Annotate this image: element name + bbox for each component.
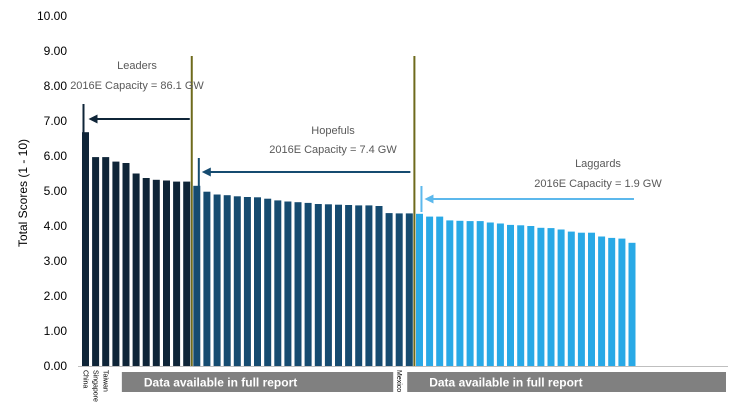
bar xyxy=(577,232,585,366)
category-label: Mexico xyxy=(395,370,402,392)
bar xyxy=(628,242,636,366)
y-tick-label: 0.00 xyxy=(44,359,68,373)
y-tick-label: 6.00 xyxy=(44,149,68,163)
data-banner-text: Data available in full report xyxy=(144,376,297,390)
category-label: Taiwan xyxy=(102,370,109,392)
bar xyxy=(112,161,120,366)
bar xyxy=(537,227,545,367)
bar xyxy=(284,201,292,366)
bar xyxy=(375,206,383,366)
bar xyxy=(142,178,150,366)
group-name-label: Hopefuls xyxy=(311,125,355,137)
bar xyxy=(517,225,525,366)
bar xyxy=(193,185,201,367)
bar xyxy=(598,236,606,366)
y-axis-title: Total Scores (1 - 10) xyxy=(16,139,30,247)
bar xyxy=(608,237,616,366)
bar xyxy=(507,224,514,366)
bars xyxy=(82,132,636,367)
data-banner xyxy=(121,372,394,392)
group-dividers xyxy=(190,56,416,366)
bar xyxy=(274,200,282,366)
bar xyxy=(618,238,626,366)
bar xyxy=(132,173,140,366)
bar xyxy=(314,204,322,366)
bar xyxy=(446,220,454,366)
bar xyxy=(436,216,444,366)
y-tick-label: 5.00 xyxy=(44,184,68,198)
arrow-head xyxy=(424,194,434,204)
bar xyxy=(82,132,89,366)
bar xyxy=(385,213,393,366)
bar xyxy=(335,204,342,366)
bar xyxy=(243,197,251,366)
bar xyxy=(557,229,565,366)
y-tick-label: 9.00 xyxy=(44,44,68,58)
y-tick-label: 7.00 xyxy=(44,114,68,128)
category-label: Singapore xyxy=(92,370,99,402)
y-tick-label: 1.00 xyxy=(44,324,68,338)
y-tick-label: 2.00 xyxy=(44,289,68,303)
group-name-label: Laggards xyxy=(575,158,621,170)
group-capacity-label: 2016E Capacity = 86.1 GW xyxy=(70,80,204,92)
group-arrows xyxy=(82,104,634,212)
bar xyxy=(355,205,363,366)
y-tick-label: 8.00 xyxy=(44,79,68,93)
bar xyxy=(426,216,434,366)
arrow-head xyxy=(201,167,211,177)
bar xyxy=(183,181,191,366)
bar xyxy=(173,181,181,366)
bar xyxy=(213,194,221,366)
bar xyxy=(264,198,272,366)
group-annotations: Leaders 2016E Capacity = 86.1 GW Hopefuls 2… xyxy=(70,60,662,190)
bar xyxy=(324,204,332,366)
bar xyxy=(496,223,504,366)
bar xyxy=(395,213,403,366)
bar xyxy=(233,196,241,367)
bar xyxy=(92,157,100,366)
bar xyxy=(254,197,261,366)
bar xyxy=(294,202,302,366)
bar xyxy=(365,205,373,366)
bar xyxy=(405,213,413,366)
group-capacity-label: 2016E Capacity = 7.4 GW xyxy=(269,144,397,156)
y-tick-label: 10.00 xyxy=(37,9,67,23)
bar xyxy=(527,226,535,366)
arrow-head xyxy=(88,114,98,124)
bar xyxy=(223,195,231,366)
group-name-label: Leaders xyxy=(117,60,157,72)
category-label: China xyxy=(82,370,89,388)
banners: Data available in full report Data availa… xyxy=(121,372,726,392)
bar xyxy=(567,231,575,366)
y-axis-ticks: 0.00 1.00 2.00 3.00 4.00 5.00 6.00 7.00 8.00 9.00… xyxy=(37,9,67,373)
bar xyxy=(486,222,494,366)
bar xyxy=(203,191,211,366)
bar xyxy=(102,157,110,366)
data-banner-text: Data available in full report xyxy=(429,376,582,390)
y-tick-label: 3.00 xyxy=(44,254,68,268)
bar xyxy=(588,232,595,366)
bar xyxy=(345,205,353,366)
category-labels: China Singapore Taiwan Mexico xyxy=(82,370,403,402)
bar xyxy=(456,220,464,367)
y-tick-label: 4.00 xyxy=(44,219,68,233)
bar xyxy=(304,202,312,366)
bar xyxy=(466,221,474,366)
group-capacity-label: 2016E Capacity = 1.9 GW xyxy=(534,178,662,190)
bar xyxy=(416,213,423,366)
bar xyxy=(476,221,484,366)
bar xyxy=(547,228,555,366)
bar xyxy=(163,180,170,366)
bar xyxy=(122,163,130,366)
bar xyxy=(152,179,160,366)
data-banner xyxy=(407,372,726,392)
